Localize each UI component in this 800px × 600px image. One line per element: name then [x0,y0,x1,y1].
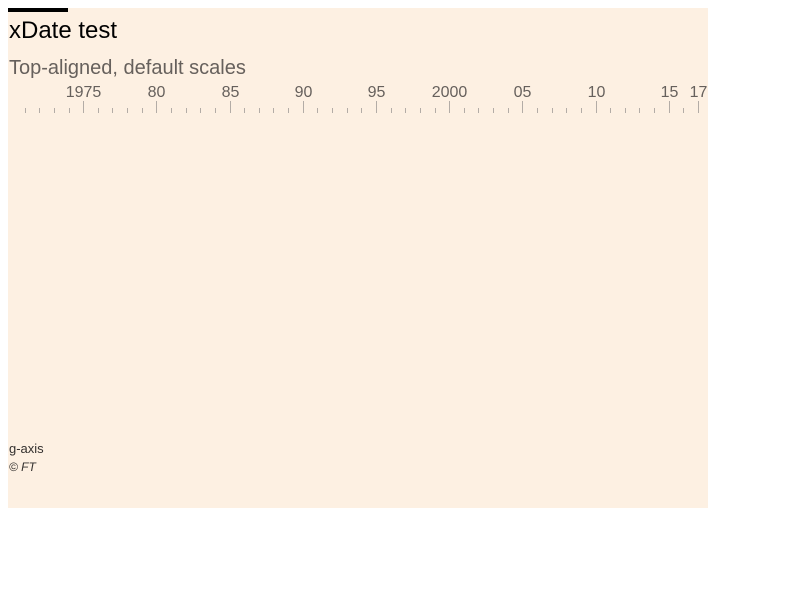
x-tick-label: 10 [588,84,606,101]
x-tick-label: 17 [690,84,708,101]
x-tick-label: 15 [661,84,679,101]
chart-credit: © FT [9,460,36,474]
title-accent-rule [8,8,68,12]
x-tick-label: 1975 [66,84,102,101]
x-tick-label: 05 [514,84,532,101]
chart-card: xDate test Top-aligned, default scales 1… [8,8,708,508]
x-tick-label: 2000 [432,84,468,101]
x-axis: 1975 80 85 90 95 2000 05 10 15 17 [25,84,708,113]
chart-title: xDate test [9,17,118,44]
x-tick-label: 80 [148,84,166,101]
chart-subtitle: Top-aligned, default scales [9,57,246,79]
x-tick-label: 90 [295,84,313,101]
x-tick-label: 85 [222,84,240,101]
chart-source: g-axis [9,441,44,456]
x-tick-label: 95 [368,84,386,101]
